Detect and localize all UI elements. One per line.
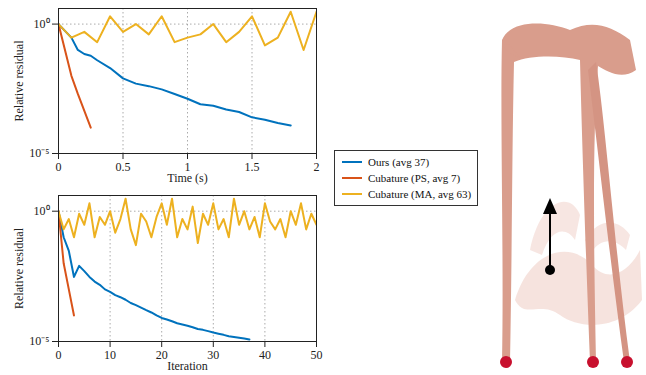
svg-text:1: 1 (184, 160, 191, 174)
svg-text:Iteration: Iteration (167, 359, 208, 373)
svg-text:10⁰: 10⁰ (34, 17, 50, 31)
svg-text:0: 0 (56, 348, 62, 362)
svg-text:50: 50 (311, 348, 323, 362)
svg-text:20: 20 (156, 348, 168, 362)
svg-text:10⁻⁵: 10⁻⁵ (29, 334, 49, 348)
html-text:Cubature (PS, avg 7): Cubature (PS, avg 7) (368, 172, 461, 184)
svg-text:10: 10 (104, 348, 116, 362)
svg-text:Time (s): Time (s) (167, 171, 208, 185)
html-text:Cubature (MA, avg 63): Cubature (MA, avg 63) (368, 188, 472, 200)
svg-text:2: 2 (314, 160, 320, 174)
svg-text:10⁻⁵: 10⁻⁵ (29, 146, 49, 160)
svg-text:10⁰: 10⁰ (34, 204, 50, 218)
svg-text:Relative residual: Relative residual (12, 40, 26, 122)
svg-text:Relative residual: Relative residual (12, 227, 26, 309)
html-text:Ours (avg 37): Ours (avg 37) (368, 156, 430, 168)
svg-text:0: 0 (56, 160, 62, 174)
svg-text:1.5: 1.5 (245, 160, 260, 174)
svg-text:30: 30 (207, 348, 219, 362)
svg-text:0.5: 0.5 (116, 160, 131, 174)
svg-text:40: 40 (259, 348, 271, 362)
